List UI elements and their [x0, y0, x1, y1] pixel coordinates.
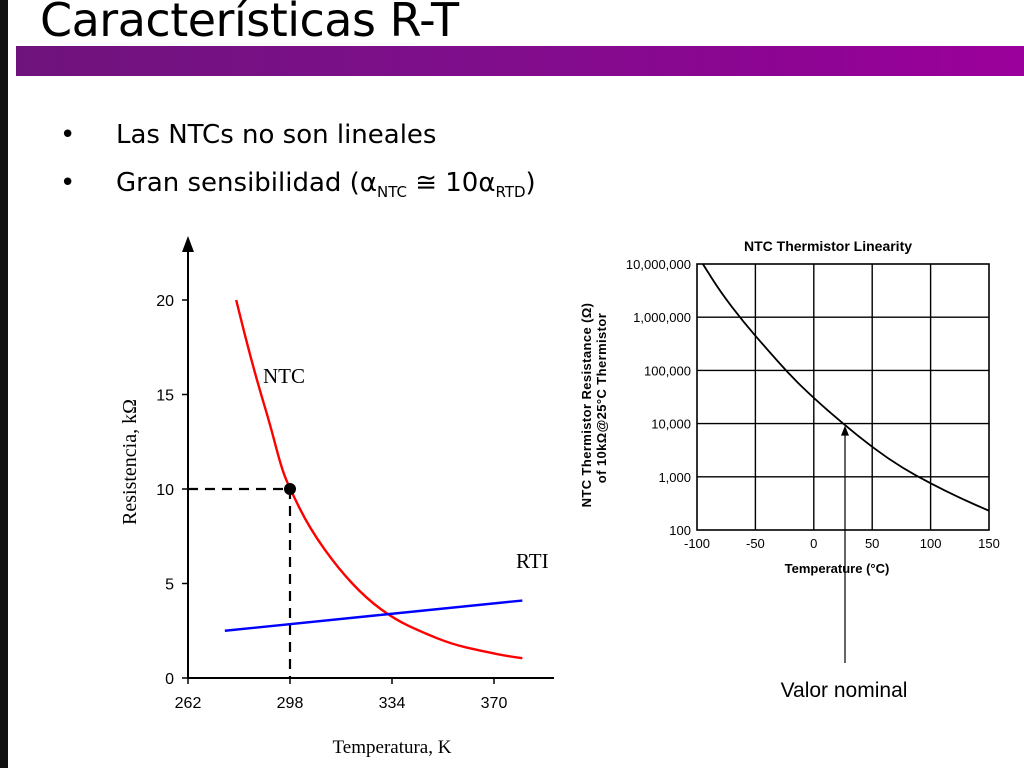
plot-frame	[696, 263, 990, 531]
y-tick-label: 15	[156, 388, 174, 405]
subscript-ntc: NTC	[376, 183, 407, 202]
x-tick-label: 298	[277, 695, 304, 712]
y-tick-label: 10,000,000	[626, 257, 691, 272]
bullet-text-part: ≅ 10α	[406, 168, 496, 198]
linearity-chart-xlabel: Temperature (°C)	[785, 561, 890, 576]
y-tick-label: 10	[156, 482, 174, 499]
rt-chart-ticks: 0 5 10 15 20 262 298 334 370	[156, 293, 507, 712]
rt-legend-rti: RTI	[516, 549, 549, 573]
left-edge-rule	[0, 0, 8, 768]
x-tick-label: 100	[920, 536, 942, 551]
x-tick-label: -100	[684, 536, 710, 551]
y-tick-label: 20	[156, 293, 174, 310]
rt-chart-ylabel: Resistencia, kΩ	[119, 399, 141, 525]
rt-legend-ntc: NTC	[263, 364, 305, 388]
resistance-curve	[702, 263, 990, 512]
rt-chart-series	[188, 299, 523, 678]
bullet-dot: •	[60, 168, 76, 198]
bullet-dot: •	[60, 120, 76, 150]
x-tick-label: 334	[379, 695, 406, 712]
linearity-chart-title: NTC Thermistor Linearity	[744, 238, 912, 254]
series-rti-line	[224, 599, 523, 632]
bullet-text-part: )	[525, 168, 536, 198]
y-axis-arrow	[182, 236, 194, 252]
y-tick-label: 1,000,000	[633, 310, 691, 325]
linearity-chart-ticks: -100 -50 0 50 100 150 100 1,000 10,000 100,000 1,0…	[626, 257, 1000, 551]
linearity-chart-series	[702, 263, 990, 663]
y-tick-label: 5	[165, 577, 174, 594]
reference-point	[284, 483, 296, 495]
y-tick-label: 10,000	[651, 417, 691, 432]
rt-chart-xlabel: Temperatura, K	[333, 737, 452, 758]
rt-chart-axes	[182, 236, 554, 679]
subscript-rtd: RTD	[495, 183, 526, 202]
bullet-list: • Las NTCs no son lineales • Gran sensib…	[60, 115, 536, 211]
series-ntc-line	[235, 299, 523, 660]
x-tick-label: -50	[746, 536, 765, 551]
bullet-text-part: Gran sensibilidad (α	[116, 168, 377, 198]
nominal-value-label: Valor nominal	[781, 679, 908, 702]
y-tick-label: 100,000	[644, 363, 691, 378]
x-tick-label: 50	[865, 536, 879, 551]
nominal-value-arrowhead	[841, 425, 849, 436]
slide-title: Características R-T	[40, 0, 459, 47]
bullet-text: Las NTCs no son lineales	[116, 120, 437, 150]
x-tick-label: 0	[810, 536, 817, 551]
bullet-item: • Las NTCs no son lineales	[60, 115, 536, 163]
bullet-item: • Gran sensibilidad (αNTC ≅ 10αRTD)	[60, 163, 536, 211]
x-tick-label: 150	[978, 536, 1000, 551]
linearity-chart-ylabel-line1: NTC Thermistor Resistance (Ω)	[579, 303, 594, 508]
bullet-text: Gran sensibilidad (αNTC ≅ 10αRTD)	[116, 168, 536, 202]
x-tick-label: 262	[175, 695, 202, 712]
linearity-chart-ylabel-line2: of 10kΩ@25°C Thermistor	[594, 313, 609, 483]
title-accent-band	[16, 46, 1024, 76]
x-tick-label: 370	[481, 695, 508, 712]
y-tick-label: 1,000	[658, 470, 691, 485]
y-tick-label: 0	[165, 671, 174, 688]
y-tick-label: 100	[669, 523, 691, 538]
